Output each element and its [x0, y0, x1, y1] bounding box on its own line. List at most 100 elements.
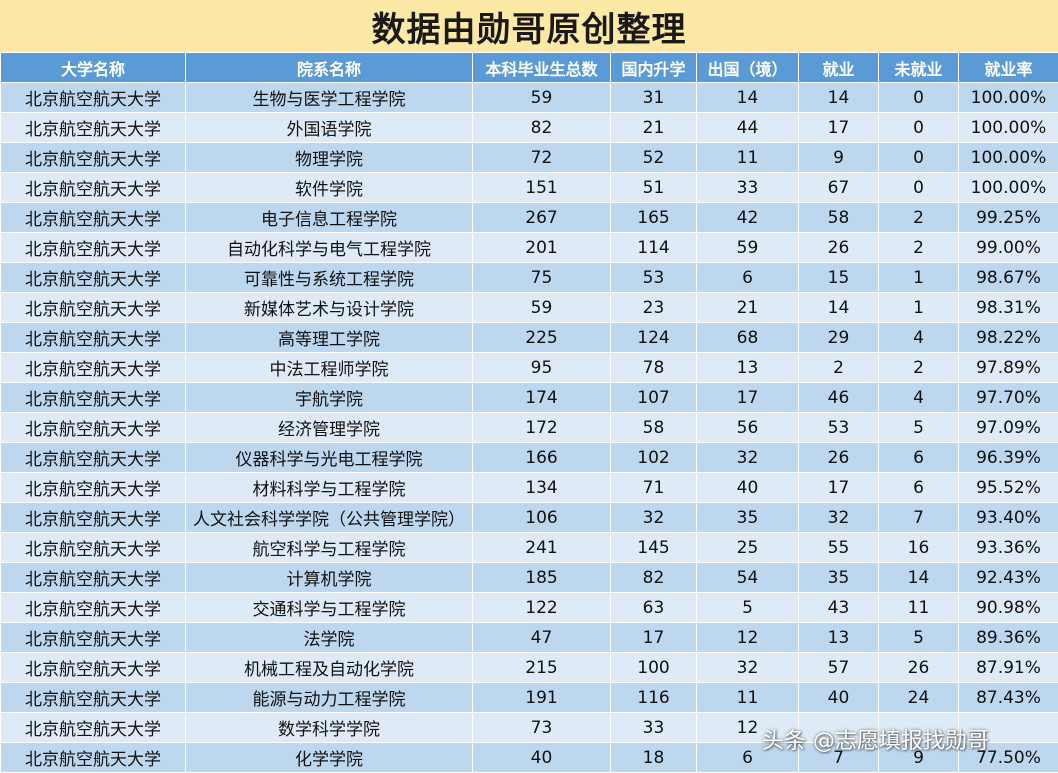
unemployed-cell: 4	[878, 322, 959, 353]
unemployed-cell: 6	[878, 472, 959, 503]
abroad-cell: 68	[696, 322, 799, 353]
employed-cell: 32	[798, 502, 879, 533]
department-cell: 电子信息工程学院	[185, 202, 473, 233]
graduates-cell: 174	[472, 382, 611, 413]
abroad-cell: 59	[696, 232, 799, 263]
department-cell: 材料科学与工程学院	[185, 472, 473, 503]
domestic-study-cell: 82	[610, 562, 697, 593]
university-cell: 北京航空航天大学	[0, 622, 186, 653]
table-row: 北京航空航天大学 交通科学与工程学院 122 63 5 43 11 90.98%	[0, 592, 1058, 623]
employed-cell: 9	[798, 142, 879, 173]
graduates-cell: 241	[472, 532, 611, 563]
unemployed-cell: 14	[878, 562, 959, 593]
university-cell: 北京航空航天大学	[0, 652, 186, 683]
graduates-cell: 134	[472, 472, 611, 503]
department-cell: 宇航学院	[185, 382, 473, 413]
employed-cell: 26	[798, 232, 879, 263]
unemployed-cell: 6	[878, 442, 959, 473]
graduates-cell: 106	[472, 502, 611, 533]
employed-cell: 14	[798, 292, 879, 323]
domestic-study-cell: 71	[610, 472, 697, 503]
domestic-study-cell: 63	[610, 592, 697, 623]
table-row: 北京航空航天大学 外国语学院 82 21 44 17 0 100.00%	[0, 112, 1058, 143]
department-cell: 交通科学与工程学院	[185, 592, 473, 623]
unemployed-cell: 4	[878, 382, 959, 413]
table-row: 北京航空航天大学 计算机学院 185 82 54 35 14 92.43%	[0, 562, 1058, 593]
table-row: 北京航空航天大学 仪器科学与光电工程学院 166 102 32 26 6 96.39%	[0, 442, 1058, 473]
domestic-study-cell: 100	[610, 652, 697, 683]
graduates-cell: 59	[472, 292, 611, 323]
department-cell: 化学学院	[185, 742, 473, 773]
graduates-cell: 95	[472, 352, 611, 383]
unemployed-cell: 0	[878, 172, 959, 203]
column-header: 大学名称	[0, 52, 186, 83]
unemployed-cell: 9	[878, 742, 959, 773]
employment-rate-cell: 98.22%	[958, 322, 1058, 353]
employment-rate-cell: 99.00%	[958, 232, 1058, 263]
employment-rate-cell: 95.52%	[958, 472, 1058, 503]
employed-cell: 17	[798, 472, 879, 503]
unemployed-cell: 0	[878, 142, 959, 173]
employed-cell: 2	[798, 352, 879, 383]
employed-cell: 13	[798, 622, 879, 653]
domestic-study-cell: 18	[610, 742, 697, 773]
university-cell: 北京航空航天大学	[0, 742, 186, 773]
unemployed-cell: 0	[878, 82, 959, 113]
unemployed-cell: 2	[878, 352, 959, 383]
table-row: 北京航空航天大学 高等理工学院 225 124 68 29 4 98.22%	[0, 322, 1058, 353]
abroad-cell: 6	[696, 262, 799, 293]
table-row: 北京航空航天大学 人文社会科学学院（公共管理学院） 106 32 35 32 7 93.40%	[0, 502, 1058, 533]
university-cell: 北京航空航天大学	[0, 292, 186, 323]
employment-rate-cell: 92.43%	[958, 562, 1058, 593]
table-row: 北京航空航天大学 机械工程及自动化学院 215 100 32 57 26 87.91%	[0, 652, 1058, 683]
employed-cell: 29	[798, 322, 879, 353]
graduates-cell: 172	[472, 412, 611, 443]
table-row: 北京航空航天大学 法学院 47 17 12 13 5 89.36%	[0, 622, 1058, 653]
graduates-cell: 59	[472, 82, 611, 113]
abroad-cell: 25	[696, 532, 799, 563]
unemployed-cell: 2	[878, 202, 959, 233]
graduates-cell: 191	[472, 682, 611, 713]
abroad-cell: 32	[696, 652, 799, 683]
table-row: 北京航空航天大学 材料科学与工程学院 134 71 40 17 6 95.52%	[0, 472, 1058, 503]
unemployed-cell: 16	[878, 532, 959, 563]
employment-rate-cell: 98.67%	[958, 262, 1058, 293]
table-body: 北京航空航天大学 生物与医学工程学院 59 31 14 14 0 100.00% 北京航空航天大…	[0, 82, 1058, 773]
employment-rate-cell: 93.40%	[958, 502, 1058, 533]
domestic-study-cell: 32	[610, 502, 697, 533]
university-cell: 北京航空航天大学	[0, 352, 186, 383]
domestic-study-cell: 116	[610, 682, 697, 713]
unemployed-cell: 0	[878, 112, 959, 143]
table-row: 北京航空航天大学 新媒体艺术与设计学院 59 23 21 14 1 98.31%	[0, 292, 1058, 323]
university-cell: 北京航空航天大学	[0, 472, 186, 503]
university-cell: 北京航空航天大学	[0, 322, 186, 353]
university-cell: 北京航空航天大学	[0, 382, 186, 413]
department-cell: 人文社会科学学院（公共管理学院）	[185, 502, 473, 533]
page-title: 数据由勋哥原创整理	[0, 0, 1058, 52]
table-row: 北京航空航天大学 自动化科学与电气工程学院 201 114 59 26 2 99.00%	[0, 232, 1058, 263]
domestic-study-cell: 23	[610, 292, 697, 323]
domestic-study-cell: 31	[610, 82, 697, 113]
table-row: 北京航空航天大学 电子信息工程学院 267 165 42 58 2 99.25%	[0, 202, 1058, 233]
employed-cell: 43	[798, 592, 879, 623]
column-header: 出国（境）	[696, 52, 799, 83]
abroad-cell: 11	[696, 682, 799, 713]
employed-cell: 7	[798, 742, 879, 773]
graduates-cell: 47	[472, 622, 611, 653]
employed-cell: 14	[798, 82, 879, 113]
unemployed-cell: 1	[878, 292, 959, 323]
university-cell: 北京航空航天大学	[0, 262, 186, 293]
unemployed-cell: 5	[878, 412, 959, 443]
employment-rate-cell: 97.70%	[958, 382, 1058, 413]
department-cell: 新媒体艺术与设计学院	[185, 292, 473, 323]
employment-rate-cell: 100.00%	[958, 82, 1058, 113]
university-cell: 北京航空航天大学	[0, 142, 186, 173]
unemployed-cell: 24	[878, 682, 959, 713]
table-row: 北京航空航天大学 软件学院 151 51 33 67 0 100.00%	[0, 172, 1058, 203]
university-cell: 北京航空航天大学	[0, 412, 186, 443]
university-cell: 北京航空航天大学	[0, 712, 186, 743]
department-cell: 自动化科学与电气工程学院	[185, 232, 473, 263]
abroad-cell: 54	[696, 562, 799, 593]
graduates-cell: 185	[472, 562, 611, 593]
table-row: 北京航空航天大学 可靠性与系统工程学院 75 53 6 15 1 98.67%	[0, 262, 1058, 293]
